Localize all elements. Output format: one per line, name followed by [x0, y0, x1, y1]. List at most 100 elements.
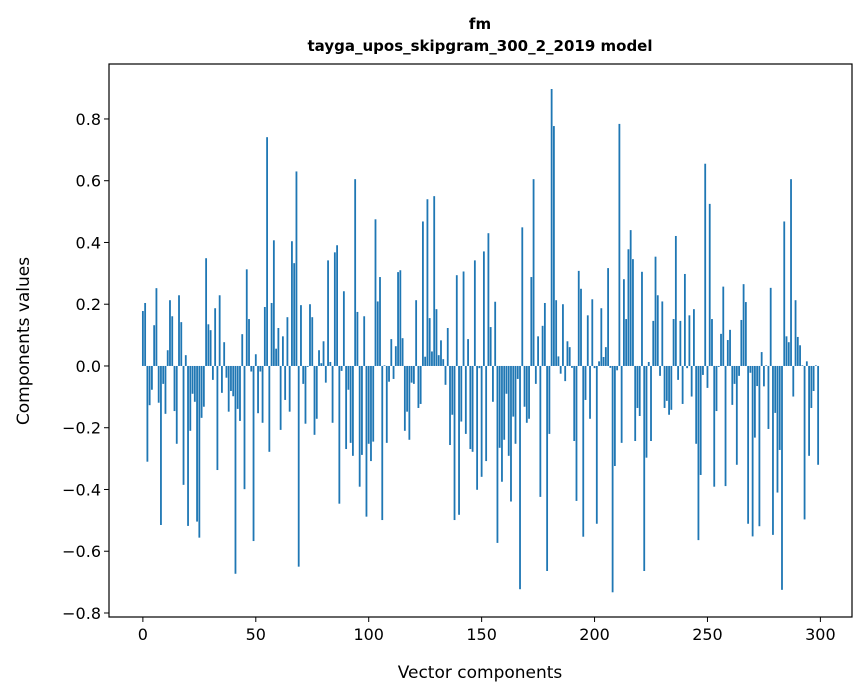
bar-component-149 — [478, 365, 481, 369]
bar-component-289 — [794, 300, 797, 366]
bar-component-293 — [803, 365, 806, 520]
bar-component-144 — [467, 339, 469, 366]
bar-component-180 — [548, 365, 551, 434]
bar-component-31 — [211, 365, 214, 380]
bar-component-139 — [455, 275, 458, 366]
bar-component-232 — [665, 365, 668, 401]
bar-component-7 — [157, 365, 160, 403]
bar-component-35 — [221, 365, 223, 393]
bar-component-81 — [324, 365, 327, 383]
bar-component-96 — [358, 365, 361, 487]
bar-component-194 — [580, 288, 582, 366]
bar-component-178 — [543, 302, 546, 366]
bar-component-291 — [799, 345, 801, 366]
y-tick-label: 0.4 — [76, 233, 101, 252]
bar-component-282 — [778, 365, 781, 450]
bar-component-40 — [232, 365, 235, 397]
bar-component-209 — [613, 365, 616, 467]
bar-component-216 — [629, 230, 632, 366]
bar-component-197 — [586, 315, 589, 366]
bar-component-227 — [654, 256, 657, 366]
bar-component-49 — [252, 365, 255, 542]
bar-component-152 — [485, 365, 488, 462]
bar-component-162 — [507, 365, 510, 456]
bar-component-274 — [760, 352, 763, 366]
bar-component-69 — [297, 365, 300, 567]
bar-component-66 — [291, 241, 293, 366]
bar-component-100 — [367, 365, 370, 444]
bar-component-225 — [650, 365, 652, 442]
bar-component-74 — [309, 304, 311, 366]
bar-component-176 — [539, 365, 542, 497]
bar-component-256 — [720, 333, 722, 366]
bar-component-5 — [153, 325, 156, 366]
bar-component-108 — [385, 365, 388, 443]
bar-component-130 — [435, 309, 438, 366]
bar-component-173 — [532, 179, 535, 366]
bar-component-273 — [758, 365, 761, 527]
bar-component-241 — [686, 365, 689, 369]
bar-component-153 — [487, 233, 490, 366]
bar-component-91 — [347, 365, 350, 390]
bar-component-260 — [729, 329, 731, 366]
bar-component-43 — [239, 365, 241, 421]
bar-component-158 — [498, 365, 501, 448]
bar-component-129 — [433, 196, 436, 366]
bar-component-106 — [381, 365, 384, 521]
bar-component-119 — [410, 365, 413, 383]
y-tick-label: −0.6 — [62, 542, 101, 561]
bars-group — [141, 89, 820, 593]
bar-component-101 — [370, 365, 372, 462]
bar-component-281 — [776, 365, 779, 493]
bar-component-122 — [417, 365, 420, 408]
bar-component-296 — [810, 365, 813, 408]
bar-component-114 — [399, 270, 402, 366]
bar-component-90 — [345, 365, 348, 450]
bar-component-179 — [546, 365, 549, 571]
bar-component-22 — [191, 365, 194, 394]
bar-component-292 — [801, 365, 804, 366]
y-tick-label: 0.6 — [76, 172, 101, 191]
x-tick-label: 200 — [579, 625, 610, 644]
bar-component-276 — [765, 365, 768, 366]
y-tick-label: 0.2 — [76, 295, 101, 314]
bar-component-170 — [525, 365, 528, 423]
bar-component-271 — [753, 365, 756, 438]
bar-component-154 — [489, 327, 492, 366]
bar-component-277 — [767, 365, 770, 429]
bar-component-30 — [209, 330, 212, 366]
bar-component-11 — [166, 350, 169, 366]
bar-component-248 — [702, 365, 704, 375]
bar-component-54 — [263, 306, 266, 366]
bar-component-208 — [611, 365, 614, 593]
bar-component-24 — [196, 365, 198, 522]
bar-component-39 — [230, 365, 232, 391]
bar-component-65 — [288, 365, 291, 412]
bar-component-237 — [677, 365, 680, 380]
y-tick-label: 0.0 — [76, 357, 101, 376]
bar-component-164 — [512, 365, 515, 417]
y-tick-label: −0.4 — [62, 480, 101, 499]
bar-component-172 — [530, 277, 533, 366]
bar-component-190 — [571, 365, 573, 368]
bar-component-92 — [349, 365, 352, 443]
bar-component-238 — [679, 320, 682, 366]
bar-component-82 — [327, 260, 329, 366]
bar-component-19 — [184, 355, 187, 366]
bar-component-103 — [374, 219, 377, 366]
bar-component-251 — [708, 203, 711, 366]
bar-component-223 — [645, 365, 648, 458]
bar-component-10 — [164, 365, 167, 414]
bar-component-297 — [812, 365, 815, 391]
x-tick-label: 50 — [246, 625, 266, 644]
bar-component-37 — [225, 365, 228, 378]
bar-component-113 — [397, 272, 399, 366]
bar-component-12 — [169, 300, 171, 366]
bar-component-239 — [681, 365, 684, 404]
bar-component-134 — [444, 365, 447, 385]
bar-component-123 — [419, 365, 422, 404]
bar-component-50 — [254, 354, 257, 366]
bar-component-163 — [510, 365, 512, 502]
bar-component-115 — [401, 338, 404, 366]
